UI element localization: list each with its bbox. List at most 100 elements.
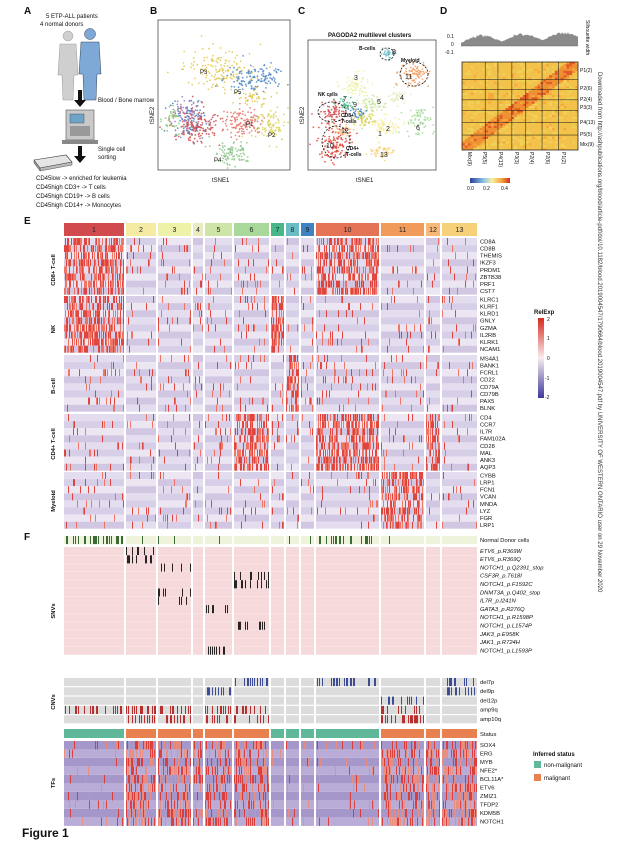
heatmap-d-cell [505,128,509,131]
tsne-point [251,94,254,96]
tsne-point [229,149,232,151]
heatmap-e-block [426,287,440,295]
heatmap-e-spike [136,362,137,370]
heatmap-e-spike [94,252,95,260]
heatmap-e-spike [99,345,100,353]
heatmap-d-cell [560,117,564,120]
d-col-label-3: P3(3) [513,152,519,165]
cell-sorter-icon [62,109,98,144]
tsne-point [418,111,420,113]
heatmap-d-cell [537,112,541,115]
tsne-point [324,140,326,143]
heatmap-d-cell [473,143,477,146]
heatmap-e-spike [340,252,341,260]
heatmap-e-spike [318,280,319,288]
heatmap-d-cell [569,90,573,93]
heatmap-d-cell [479,90,483,93]
heatmap-d-cell [560,70,564,74]
heatmap-e-spike [316,252,317,260]
tsne-point [280,70,282,73]
heatmap-e-spike [134,238,135,246]
heatmap-e-spike [396,355,397,363]
tsne-point [231,152,234,154]
heatmap-e-spike [70,259,71,267]
tsne-point [211,116,214,119]
heatmap-e-spike [420,324,421,332]
heatmap-d-cell [467,123,471,126]
heatmap-d-cell [525,84,529,87]
tsne-point [196,100,199,103]
heatmap-d-cell [502,75,506,78]
heatmap-d-cell [496,97,500,100]
heatmap-d-cell [473,112,477,115]
heatmap-d-cell [549,90,552,93]
heatmap-d-cell [488,119,492,122]
heatmap-e-spike [99,287,100,295]
heatmap-d-cell [462,136,465,140]
heatmap-e-spike [108,273,109,281]
heatmap-e-spike [74,259,75,267]
heatmap-e-spike [281,296,282,304]
tsne-point [250,111,253,114]
heatmap-e-spike [85,238,86,246]
tsne-point [233,66,235,69]
tsne-point [326,115,329,117]
heatmap-d-cell [569,119,573,122]
heatmap-d-cell [462,139,465,142]
heatmap-e-block [381,310,424,318]
heatmap-e-spike [65,273,66,281]
heatmap-e-spike [179,245,180,253]
heatmap-d-cell [563,101,567,104]
heatmap-d-cell [566,103,570,107]
heatmap-e-spike [97,331,98,339]
heatmap-d-cell [464,84,468,87]
tsne-point [226,167,229,169]
heatmap-e-spike [69,296,70,304]
tsne-point [373,95,375,98]
heatmap-e-spike [64,245,65,253]
tsne-point [421,73,424,75]
tsne-point [201,137,204,139]
heatmap-e-spike [92,303,93,311]
heatmap-d-cell [499,141,503,144]
heatmap-d-cell [502,117,506,120]
heatmap-d-cell [551,130,555,133]
heatmap-e-spike [187,287,188,295]
tsne-point [231,51,234,53]
heatmap-d-cell [566,95,570,98]
heatmap-d-cell [563,132,567,135]
heatmap-d-cell [543,145,547,148]
heatmap-d-cell [546,81,550,85]
heatmap-e-spike [95,331,96,339]
tsne-point [384,106,387,109]
tsne-point [205,122,208,125]
heatmap-e-block [381,266,424,274]
heatmap-d-cell [476,143,480,146]
heatmap-d-cell [479,128,483,131]
heatmap-d-cell [499,81,503,85]
heatmap-e-spike [162,296,163,304]
tsne-point [341,88,344,90]
heatmap-e-spike [231,287,232,295]
heatmap-e-spike [294,287,295,295]
heatmap-e-block [286,338,299,346]
heatmap-e-spike [96,280,97,288]
tsne-point [324,145,326,148]
heatmap-d-cell [493,123,497,126]
heatmap-d-cell [496,79,500,82]
heatmap-e-spike [283,296,284,304]
tsne-point [274,122,277,125]
tsne-point [382,129,384,132]
heatmap-e-spike [89,331,90,339]
heatmap-e-spike [344,266,345,274]
heatmap-d-cell [482,136,486,140]
heatmap-e-gap [442,352,477,354]
heatmap-e-spike [289,355,290,363]
tsne-point [215,68,218,71]
heatmap-e-spike [337,252,338,260]
heatmap-e-spike [349,273,350,281]
heatmap-e-spike [116,266,117,274]
tsne-point [167,71,169,74]
tsne-point [253,76,256,79]
heatmap-e-spike [190,310,191,318]
